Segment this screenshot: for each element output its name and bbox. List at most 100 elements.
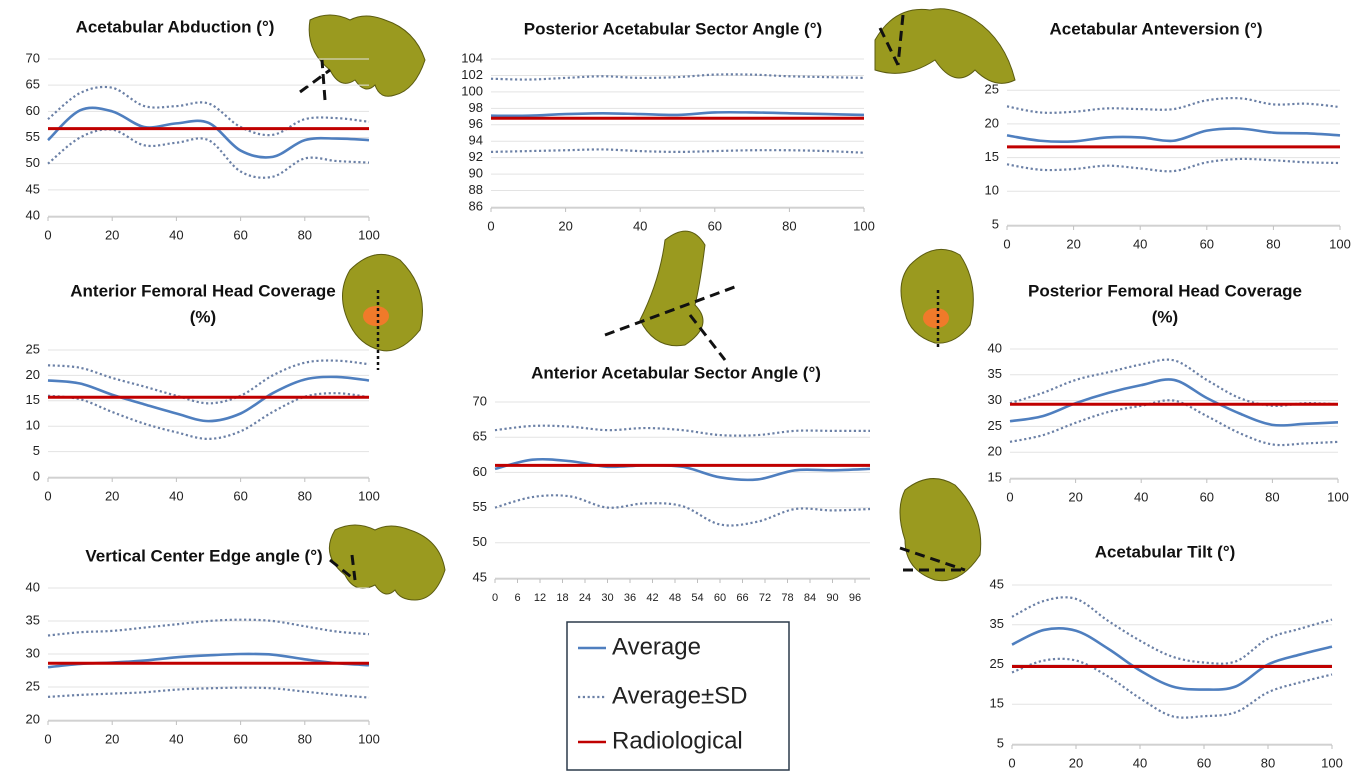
x-tick-label: 80	[298, 227, 312, 242]
angle-lines	[299, 14, 966, 582]
angle-line	[899, 546, 966, 572]
chart-panel: Posterior Femoral Head Coverage (%) 15 20 25…	[988, 281, 1349, 504]
coverage-lines	[376, 290, 940, 370]
y-tick-label: 40	[26, 579, 40, 594]
x-tick-label: 0	[44, 227, 51, 242]
chart-title: Acetabular Tilt (°)	[1095, 542, 1236, 561]
x-tick-label: 80	[1265, 489, 1279, 504]
y-tick-label: 20	[26, 711, 40, 726]
series-line	[1006, 96, 1341, 114]
chart-title: Posterior Femoral Head Coverage	[1028, 281, 1302, 300]
pelvis	[328, 524, 446, 601]
femoral-head	[923, 308, 949, 328]
chart-title: Anterior Acetabular Sector Angle (°)	[531, 363, 821, 382]
series-line	[494, 424, 870, 437]
x-tick-label: 84	[804, 592, 816, 604]
x-tick-label: 78	[781, 592, 793, 604]
x-tick-label: 100	[1321, 755, 1343, 770]
y-tick-label: 104	[461, 50, 483, 65]
y-tick-label: 70	[26, 50, 40, 65]
x-tick-label: 40	[169, 731, 183, 746]
y-tick-label: 0	[33, 468, 40, 483]
x-tick-label: 80	[1266, 236, 1280, 251]
y-tick-label: 88	[469, 182, 483, 197]
y-tick-label: 70	[473, 393, 487, 408]
pelvis-illustrations	[308, 8, 1016, 601]
y-tick-label: 20	[26, 367, 40, 382]
series-line	[47, 392, 370, 441]
y-tick-label: 45	[990, 576, 1004, 591]
chart-panel: Acetabular Anteversion (°) 5 10 15 20 25 0 20 40…	[985, 19, 1351, 251]
x-tick-label: 30	[601, 592, 613, 604]
series-line	[1011, 657, 1333, 719]
x-tick-label: 6	[514, 592, 520, 604]
x-tick-label: 60	[708, 218, 722, 233]
x-tick-label: 100	[1327, 489, 1349, 504]
y-tick-label: 60	[26, 103, 40, 118]
x-tick-label: 100	[358, 488, 380, 503]
x-tick-label: 60	[1197, 755, 1211, 770]
x-tick-label: 60	[233, 488, 247, 503]
angle-line	[329, 554, 357, 582]
y-tick-label: 60	[473, 464, 487, 479]
chart-panel: Posterior Acetabular Sector Angle (°)868…	[461, 19, 875, 233]
x-tick-label: 0	[487, 218, 494, 233]
series-line	[1009, 399, 1339, 447]
y-tick-label: 55	[473, 499, 487, 514]
chart-title: Anterior Femoral Head Coverage	[70, 281, 335, 300]
x-tick-label: 24	[579, 592, 591, 604]
chart-title: Acetabular Abduction (°)	[76, 17, 275, 36]
chart-panel: Vertical Center Edge angle (°) 20 25 30 35 40…	[26, 546, 380, 746]
y-tick-label: 10	[26, 418, 40, 433]
x-tick-label: 66	[736, 592, 748, 604]
x-tick-label: 60	[1200, 489, 1214, 504]
x-tick-label: 60	[1200, 236, 1214, 251]
x-tick-label: 100	[358, 731, 380, 746]
x-tick-label: 40	[169, 227, 183, 242]
pelvis	[342, 253, 423, 352]
y-tick-label: 20	[985, 115, 999, 130]
y-tick-label: 45	[26, 181, 40, 196]
x-tick-label: 0	[1006, 489, 1013, 504]
x-tick-label: 20	[105, 731, 119, 746]
y-tick-label: 25	[988, 418, 1002, 433]
y-tick-label: 102	[461, 67, 483, 82]
y-tick-label: 45	[473, 569, 487, 584]
x-tick-label: 40	[1133, 236, 1147, 251]
series-line	[494, 494, 871, 527]
x-tick-label: 20	[558, 218, 572, 233]
y-tick-label: 40	[26, 207, 40, 222]
series-line	[490, 73, 865, 81]
pelvis	[899, 478, 982, 582]
chart-title: Posterior Acetabular Sector Angle (°)	[524, 19, 822, 38]
y-tick-label: 100	[461, 83, 483, 98]
y-tick-label: 90	[469, 166, 483, 181]
x-tick-label: 20	[1069, 755, 1083, 770]
y-tick-label: 30	[988, 392, 1002, 407]
y-tick-label: 94	[469, 133, 483, 148]
y-tick-label: 55	[26, 129, 40, 144]
chart-panel: Anterior Acetabular Sector Angle (°) 45 50…	[473, 363, 871, 604]
head-markers	[363, 306, 949, 328]
y-tick-label: 5	[33, 443, 40, 458]
chart-title: Vertical Center Edge angle (°)	[85, 546, 322, 565]
series-line	[47, 618, 370, 637]
y-tick-label: 10	[985, 183, 999, 198]
series-line	[47, 652, 370, 669]
chart-title: (%)	[190, 307, 216, 326]
series-line	[1011, 596, 1333, 665]
x-tick-label: 20	[1068, 489, 1082, 504]
femoral-head	[363, 306, 389, 326]
series-line	[1006, 127, 1341, 144]
series-line	[490, 148, 865, 154]
x-tick-label: 20	[105, 488, 119, 503]
x-tick-label: 60	[714, 592, 726, 604]
series-line	[47, 686, 370, 699]
series-line	[494, 457, 871, 482]
y-tick-label: 25	[26, 341, 40, 356]
x-tick-label: 48	[669, 592, 681, 604]
y-tick-label: 20	[988, 444, 1002, 459]
y-tick-label: 25	[26, 678, 40, 693]
series-line	[1006, 157, 1341, 173]
